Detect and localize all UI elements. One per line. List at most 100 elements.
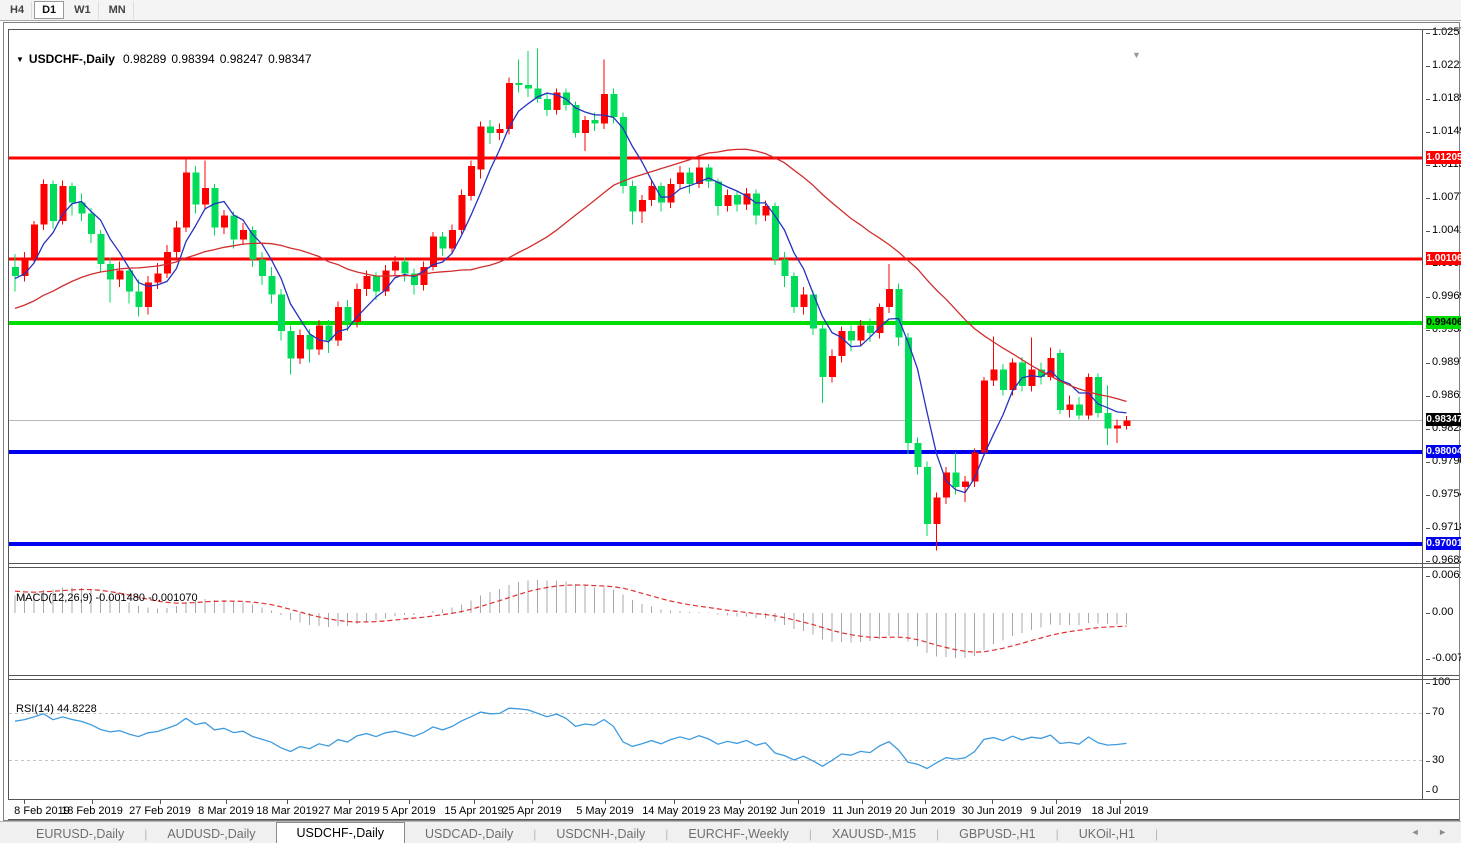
price-axis-tick [1426, 131, 1430, 133]
price-axis-label: 1.02570 [1432, 25, 1461, 38]
tab-scroll-arrows[interactable]: ◄ ► [1410, 827, 1455, 837]
timeframe-toolbar: H4 D1 W1 MN [0, 0, 1461, 21]
main-pane-bottom [8, 563, 1459, 564]
chart-title-bar: ▼ USDCHF-,Daily 0.98289 0.98394 0.98247 0.983… [16, 52, 317, 66]
price-axis-label: 0.97180 [1432, 520, 1461, 533]
date-axis-tick [605, 800, 606, 804]
date-axis-tick [160, 800, 161, 804]
level-price-badge: 0.99406 [1426, 316, 1461, 330]
tab-eurchf-weekly[interactable]: EURCHF-,Weekly [688, 827, 789, 841]
date-axis-tick [1056, 800, 1057, 804]
price-axis-tick [1426, 65, 1430, 67]
pane-top [8, 29, 1459, 30]
timeframe-button-w1[interactable]: W1 [66, 1, 99, 19]
tab-usdcnh-daily[interactable]: USDCNH-,Daily [556, 827, 646, 841]
rsi-axis-label: 0 [1432, 784, 1439, 796]
tab-audusd-daily[interactable]: AUDUSD-,Daily [167, 827, 256, 841]
date-strip-bottom [8, 819, 1459, 820]
date-axis-label: 27 Mar 2019 [318, 805, 380, 817]
price-axis-tick [1426, 297, 1430, 299]
tab-separator: | [936, 827, 940, 841]
date-axis-tick [349, 800, 350, 804]
date-axis-tick [862, 800, 863, 804]
price-axis-tick [1426, 164, 1430, 166]
price-axis-tick [1426, 32, 1430, 34]
macd-pane-bottom [8, 675, 1459, 676]
date-axis-tick [992, 800, 993, 804]
chart-symbol: USDCHF-,Daily [28, 52, 115, 66]
date-axis-label: 9 Jul 2019 [1030, 805, 1082, 817]
price-axis-tick [1426, 560, 1430, 562]
price-axis-label: 1.01490 [1432, 124, 1461, 137]
tab-xauusd-m15[interactable]: XAUUSD-,M15 [832, 827, 917, 841]
tab-separator: | [144, 827, 148, 841]
date-axis-label: 20 Jun 2019 [894, 805, 956, 817]
chart-dropdown-icon[interactable]: ▼ [16, 55, 24, 64]
tab-separator: | [1055, 827, 1059, 841]
level-price-badge: 0.97001 [1426, 537, 1461, 551]
tab-separator: | [533, 827, 537, 841]
rsi-axis-label: 30 [1432, 753, 1445, 766]
price-axis-tick [1426, 363, 1430, 365]
date-axis-tick [287, 800, 288, 804]
date-axis-tick [24, 800, 25, 804]
tab-gbpusd-h1[interactable]: GBPUSD-,H1 [959, 827, 1036, 841]
macd-pane-top [8, 567, 1459, 568]
macd-axis-label: -0.00761 [1432, 651, 1461, 664]
date-axis-tick [226, 800, 227, 804]
chart-tab-bar: EURUSD-,Daily | AUDUSD-,Daily USDCHF-,Daily… [0, 821, 1461, 843]
ohlc-open: 0.98289 [122, 52, 167, 66]
date-axis-label: 8 Feb 2019 [14, 805, 70, 817]
date-axis-label: 11 Jun 2019 [832, 805, 892, 817]
tab-usdcad-daily[interactable]: USDCAD-,Daily [425, 827, 514, 841]
date-axis-label: 18 Jul 2019 [1091, 805, 1149, 817]
date-axis-tick [1120, 800, 1121, 804]
date-axis-tick [474, 800, 475, 804]
tab-separator: | [665, 827, 669, 841]
ohlc-high: 0.98394 [171, 52, 215, 66]
price-axis-tick [1426, 231, 1430, 233]
price-axis-border [1422, 29, 1423, 799]
rsi-axis-tick [1426, 713, 1430, 715]
date-axis-label: 15 Apr 2019 [444, 805, 504, 817]
ohlc-low: 0.98247 [219, 52, 264, 66]
timeframe-button-h4[interactable]: H4 [2, 1, 33, 19]
date-axis-tick [674, 800, 675, 804]
tab-ukoil-h1[interactable]: UKOil-,H1 [1078, 827, 1135, 841]
level-price-badge: 1.00106 [1426, 251, 1461, 265]
price-axis-tick [1426, 330, 1430, 332]
tab-usdchf-daily[interactable]: USDCHF-,Daily [275, 822, 406, 843]
date-axis-label: 2 Jun 2019 [770, 805, 826, 817]
date-axis-tick [532, 800, 533, 804]
current-price-badge: 0.98347 [1426, 413, 1461, 427]
level-price-badge: 1.01205 [1426, 151, 1461, 165]
price-axis-tick [1426, 429, 1430, 431]
price-axis-label: 1.00410 [1432, 224, 1461, 237]
rsi-axis-label: 70 [1432, 706, 1445, 719]
date-axis-label: 23 May 2019 [708, 805, 772, 817]
rsi-pane-bottom [8, 799, 1459, 800]
tab-separator: | [808, 827, 812, 841]
price-axis-tick [1426, 461, 1430, 463]
rsi-indicator-label: RSI(14) 44.8228 [16, 703, 97, 715]
macd-axis-label: 0.00613 [1432, 568, 1461, 581]
price-axis-label: 0.96820 [1432, 553, 1461, 566]
plot-left-border [8, 29, 9, 799]
rsi-axis-label: 100 [1432, 676, 1451, 688]
macd-axis-tick [1426, 613, 1430, 614]
macd-axis-tick [1426, 658, 1430, 660]
price-axis-label: 1.02210 [1432, 58, 1461, 71]
rsi-axis-tick [1426, 683, 1430, 684]
scroll-to-end-icon[interactable]: ▼ [1132, 50, 1141, 60]
rsi-pane-top [8, 679, 1459, 680]
timeframe-button-d1[interactable]: D1 [34, 1, 65, 19]
price-axis-tick [1426, 98, 1430, 100]
price-axis-tick [1426, 527, 1430, 529]
tab-separator: | [1154, 827, 1159, 841]
date-axis-label: 18 Mar 2019 [256, 805, 318, 817]
tab-eurusd-daily[interactable]: EURUSD-,Daily [36, 827, 125, 841]
timeframe-button-mn[interactable]: MN [101, 1, 134, 19]
price-chart [9, 48, 1422, 770]
date-axis-label: 5 Apr 2019 [382, 805, 436, 817]
ohlc-close: 0.98347 [268, 52, 312, 66]
